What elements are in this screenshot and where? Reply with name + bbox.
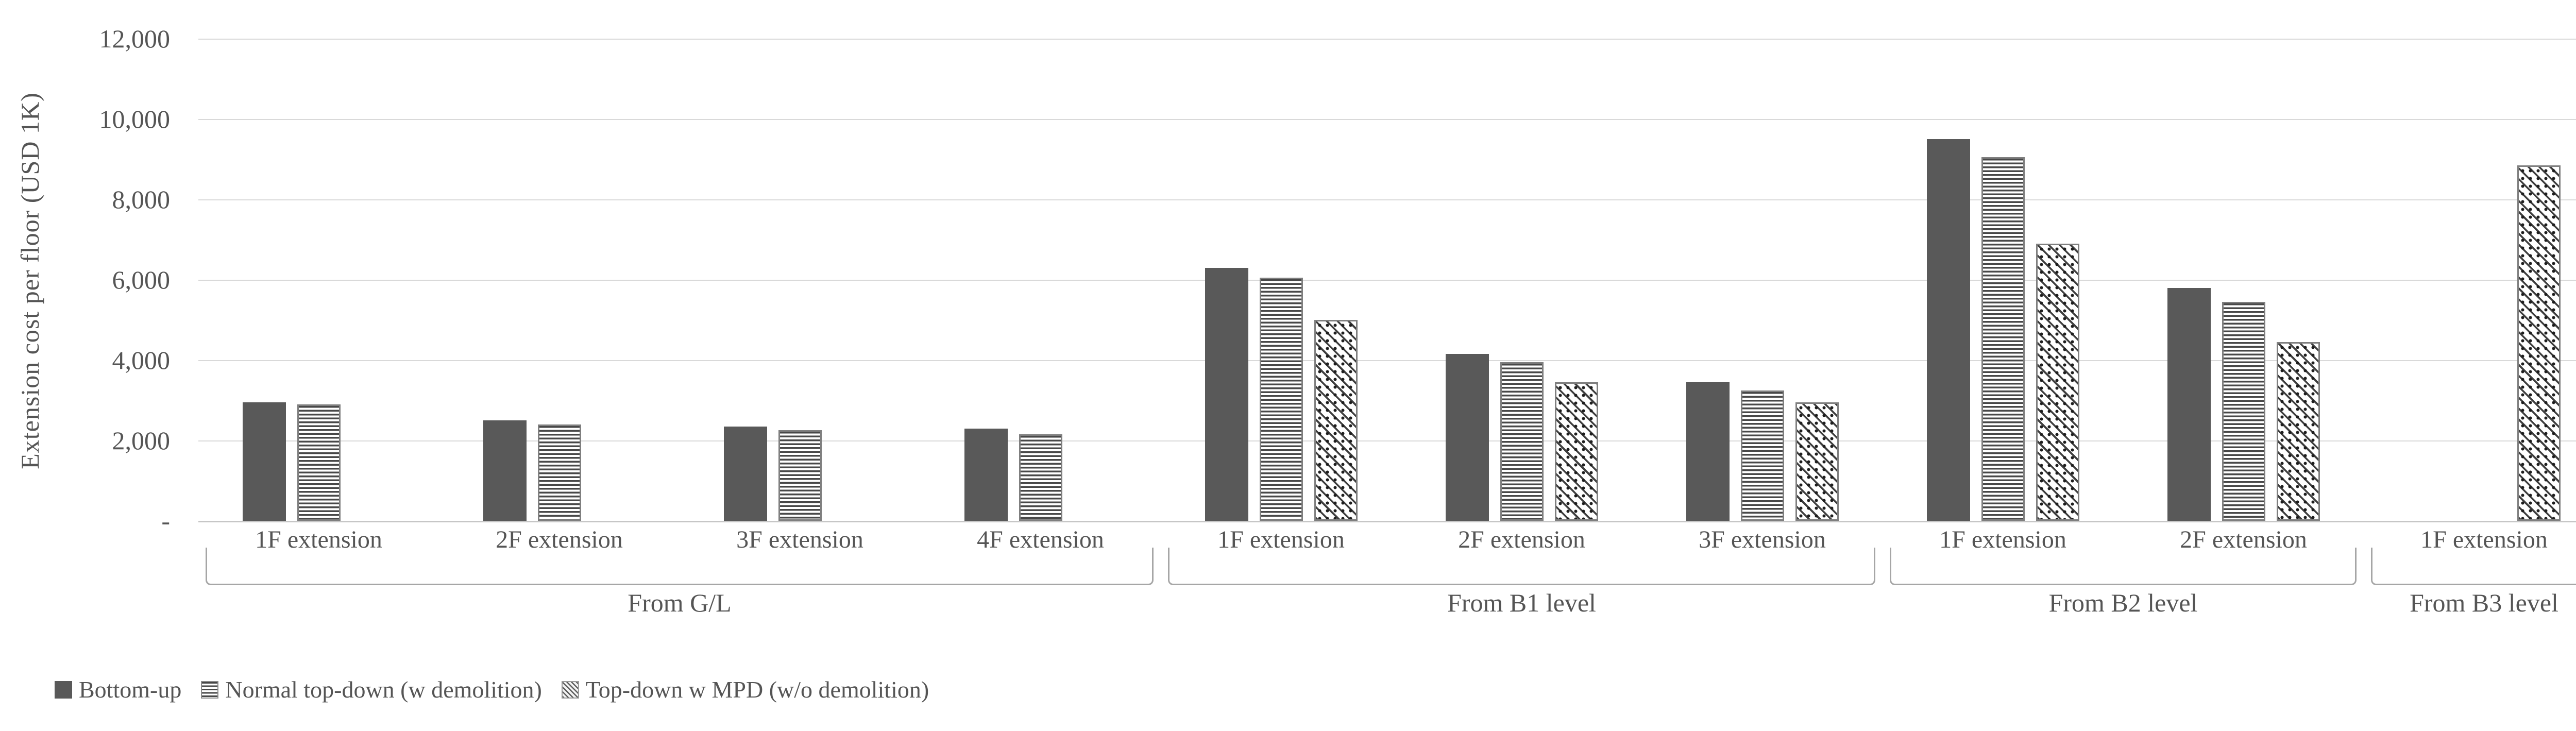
category-cell — [680, 39, 920, 521]
bar-solid — [964, 429, 1008, 521]
gridline — [198, 119, 2576, 120]
axis-group-1: 1F extension 2F extension 3F extension 4F e… — [198, 521, 1161, 634]
bar-solid — [1205, 268, 1248, 521]
group-label: From B1 level — [1447, 588, 1596, 617]
category-label: 2F extension — [496, 525, 623, 553]
group-bracket — [1890, 548, 2357, 585]
category-label: 3F extension — [736, 525, 863, 553]
category-label: 4F extension — [977, 525, 1104, 553]
bar-horizontal-stripes — [1259, 278, 1303, 521]
y-tick-label: 4,000 — [112, 346, 171, 375]
legend: Bottom-up Normal top-down (w demolition)… — [55, 676, 929, 703]
category-labels: 1F extension — [2364, 521, 2576, 558]
legend-swatch-diagonal-hatch-icon — [561, 681, 579, 699]
bar-solid — [1445, 354, 1489, 521]
bar-solid — [723, 427, 767, 521]
group-bracket — [206, 548, 1154, 585]
category-label: 1F extension — [1939, 525, 2066, 553]
bar-diagonal-hatch — [1314, 320, 1358, 521]
category-cell — [920, 39, 1161, 521]
legend-item-top-down-mpd: Top-down w MPD (w/o demolition) — [561, 676, 929, 703]
gridline — [198, 440, 2576, 441]
legend-swatch-horizontal-stripes-icon — [201, 681, 219, 699]
group-bracket — [2371, 548, 2576, 585]
legend-label: Bottom-up — [79, 676, 182, 703]
category-cell — [1642, 39, 1883, 521]
bar-horizontal-stripes — [2222, 302, 2265, 521]
legend-item-normal-top-down: Normal top-down (w demolition) — [201, 676, 542, 703]
category-label: 1F extension — [2420, 525, 2548, 553]
bars-layer — [198, 39, 2576, 521]
plot-area — [198, 39, 2576, 522]
y-tick-label: 6,000 — [112, 265, 171, 294]
bar-horizontal-stripes — [1500, 362, 1544, 521]
category-labels: 1F extension 2F extension 3F extension 4F e… — [198, 521, 1161, 558]
category-label: 3F extension — [1699, 525, 1826, 553]
x-axis: 1F extension 2F extension 3F extension 4F e… — [198, 521, 2576, 634]
bar-solid — [483, 420, 527, 521]
category-cell — [1161, 39, 1401, 521]
category-label: 1F extension — [255, 525, 382, 553]
category-cell — [439, 39, 680, 521]
group-label: From B2 level — [2048, 588, 2198, 617]
category-cell — [2123, 39, 2364, 521]
gridline — [198, 39, 2576, 40]
category-cell — [2364, 39, 2576, 521]
gridline — [198, 280, 2576, 281]
bar-group-4 — [2364, 39, 2576, 521]
legend-swatch-solid-icon — [55, 681, 72, 699]
bar-horizontal-stripes — [297, 404, 341, 521]
y-tick-label: 12,000 — [99, 24, 171, 53]
bar-diagonal-hatch — [2036, 244, 2079, 521]
category-cell — [1401, 39, 1642, 521]
y-tick-label: 2,000 — [112, 426, 171, 455]
bar-diagonal-hatch — [2517, 165, 2561, 521]
axis-group-3: 1F extension 2F extension From B2 level — [1883, 521, 2364, 634]
category-cell — [1883, 39, 2123, 521]
category-label: 2F extension — [2180, 525, 2307, 553]
bar-horizontal-stripes — [1740, 390, 1784, 521]
group-label: From G/L — [628, 588, 732, 617]
legend-label: Normal top-down (w demolition) — [225, 676, 542, 703]
bar-solid — [1926, 139, 1970, 521]
y-tick-label: 8,000 — [112, 185, 171, 214]
bar-horizontal-stripes — [1019, 434, 1062, 521]
bar-diagonal-hatch — [1795, 402, 1839, 521]
bar-group-3 — [1883, 39, 2364, 521]
category-label: 2F extension — [1458, 525, 1585, 553]
bar-group-1 — [198, 39, 1161, 521]
gridline — [198, 360, 2576, 361]
axis-group-2: 1F extension 2F extension 3F extension From… — [1161, 521, 1883, 634]
group-label: From B3 level — [2410, 588, 2558, 617]
y-tick-label: - — [161, 506, 170, 535]
legend-item-bottom-up: Bottom-up — [55, 676, 181, 703]
bar-diagonal-hatch — [2276, 342, 2320, 521]
category-label: 1F extension — [1217, 525, 1345, 553]
axis-group-4: 1F extension From B3 level — [2364, 521, 2576, 634]
bar-solid — [1686, 382, 1730, 521]
bar-horizontal-stripes — [537, 424, 581, 521]
category-labels: 1F extension 2F extension — [1883, 521, 2364, 558]
y-tick-label: 10,000 — [99, 105, 171, 133]
bar-solid — [2167, 288, 2211, 521]
category-labels: 1F extension 2F extension 3F extension — [1161, 521, 1883, 558]
bar-solid — [242, 402, 286, 521]
bar-horizontal-stripes — [778, 430, 822, 521]
bar-diagonal-hatch — [1554, 382, 1598, 521]
group-bracket — [1168, 548, 1875, 585]
category-cell — [198, 39, 439, 521]
bar-horizontal-stripes — [1981, 157, 2025, 521]
gridline — [198, 199, 2576, 200]
legend-label: Top-down w MPD (w/o demolition) — [585, 676, 929, 703]
bar-group-2 — [1161, 39, 1883, 521]
